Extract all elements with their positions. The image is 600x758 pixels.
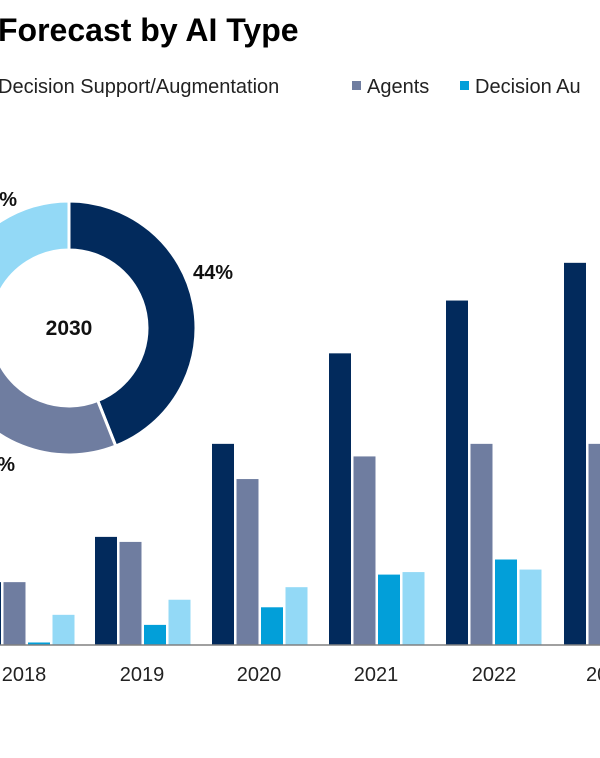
bar (0, 582, 1, 645)
x-tick-label: 2021 (354, 664, 399, 686)
bar (402, 572, 425, 645)
legend-item: Decision Au (460, 76, 581, 99)
donut-slice (0, 360, 118, 457)
bar (285, 587, 308, 645)
donut-slice (0, 199, 71, 296)
bar (236, 479, 259, 645)
bar (95, 536, 117, 645)
legend-item: Decision Support/Augmentation (0, 76, 279, 99)
bar (3, 582, 26, 645)
donut-slice (67, 199, 198, 449)
bar (564, 262, 586, 645)
x-tick-label: 2018 (2, 664, 47, 686)
legend-label: Decision Au (475, 76, 581, 98)
x-tick-label: 20 (586, 664, 600, 686)
x-tick-label: 2022 (472, 664, 517, 686)
x-tick-label: 2020 (237, 664, 282, 686)
bar (470, 443, 493, 645)
bar (52, 614, 75, 645)
donut-slice-label: 44% (193, 262, 233, 284)
bar (28, 642, 50, 645)
legend-swatch (460, 81, 469, 91)
bar (378, 574, 400, 645)
donut-slice-label: % (0, 454, 15, 476)
bar (519, 569, 542, 645)
bar (168, 599, 191, 645)
chart-title: Forecast by AI Type (0, 12, 299, 48)
x-tick-label: 2019 (120, 664, 165, 686)
bar (446, 300, 468, 645)
bar (588, 443, 600, 645)
donut-center-label: 2030 (46, 317, 93, 340)
donut-slice-label: % (0, 189, 17, 211)
chart-legend: Decision Support/Augmentation Agents Decis… (0, 76, 600, 104)
legend-label: Decision Support/Augmentation (0, 76, 280, 98)
bar (353, 456, 376, 645)
legend-label: Agents (367, 76, 430, 98)
bar (144, 624, 166, 645)
legend-item: Agents (352, 76, 429, 99)
bar (261, 607, 283, 645)
bar (495, 559, 517, 645)
bar (329, 353, 351, 645)
bar (212, 443, 234, 645)
legend-swatch (352, 81, 361, 91)
bar (119, 541, 142, 645)
